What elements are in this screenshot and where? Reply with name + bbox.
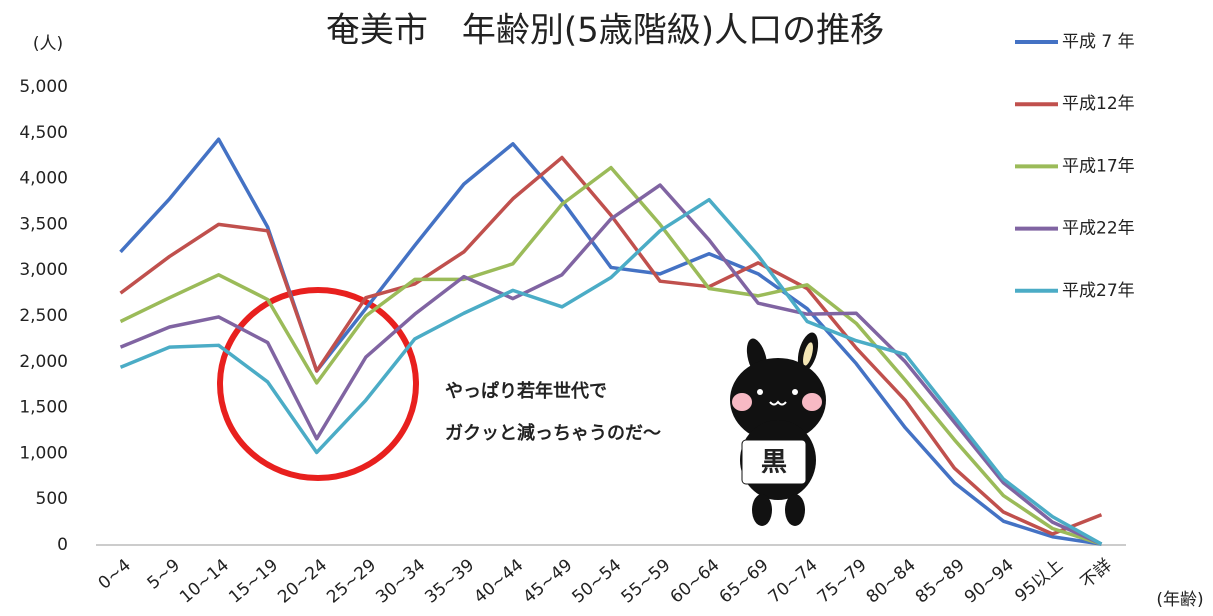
annotation: ガクッと減っちゃうのだ～ <box>445 422 661 444</box>
y-tick-label: 4,000 <box>19 169 68 189</box>
x-tick-label: 60~64 <box>667 555 724 607</box>
y-tick-label: 1,500 <box>19 398 68 418</box>
series-line <box>121 185 1102 544</box>
x-tick-label: 75~79 <box>814 555 871 607</box>
legend-label: 平成 7 年 <box>1062 32 1135 52</box>
x-tick-label: 55~59 <box>618 555 675 607</box>
x-tick-label: 90~94 <box>961 555 1018 607</box>
x-tick-label: 25~29 <box>323 555 380 607</box>
y-tick-label: 1,000 <box>19 443 68 463</box>
chart-title: 奄美市 年齢別(5歳階級)人口の推移 <box>326 11 884 51</box>
x-tick-label: 95以上 <box>1011 555 1066 606</box>
x-tick-label: 70~74 <box>765 555 822 607</box>
legend-label: 平成27年 <box>1062 281 1135 301</box>
mascot: 黒 <box>730 330 826 526</box>
y-tick-label: 5,000 <box>19 77 68 97</box>
legend-label: 平成22年 <box>1062 219 1135 239</box>
x-tick-label: 45~49 <box>519 555 576 607</box>
x-unit: (年齢) <box>1156 590 1203 610</box>
y-tick-label: 2,500 <box>19 306 68 326</box>
x-tick-label: 0~4 <box>95 555 135 593</box>
x-tick-label: 15~19 <box>225 555 282 607</box>
y-tick-label: 4,500 <box>19 123 68 143</box>
x-tick-label: 不詳 <box>1077 555 1116 592</box>
chart: 奄美市 年齢別(5歳階級)人口の推移 (人) (年齢) やっぱり若年世代で ガク… <box>0 0 1213 616</box>
x-tick-label: 80~84 <box>863 555 920 607</box>
y-tick-label: 2,000 <box>19 352 68 372</box>
x-tick-label: 50~54 <box>569 555 626 607</box>
x-tick-label: 65~69 <box>716 555 773 607</box>
y-tick-label: 500 <box>36 489 68 509</box>
mascot-label: 黒 <box>761 448 787 478</box>
x-tick-label: 35~39 <box>421 555 478 607</box>
x-tick-label: 5~9 <box>144 555 184 593</box>
y-tick-label: 3,500 <box>19 214 68 234</box>
x-tick-label: 10~14 <box>176 555 233 607</box>
x-tick-label: 30~34 <box>372 555 429 607</box>
y-unit: (人) <box>33 34 63 54</box>
annotation: やっぱり若年世代で <box>445 380 607 402</box>
y-tick-label: 0 <box>57 535 68 555</box>
x-tick-label: 85~89 <box>912 555 969 607</box>
y-tick-label: 3,000 <box>19 260 68 280</box>
legend-label: 平成17年 <box>1062 156 1135 176</box>
series-line <box>121 200 1102 544</box>
x-tick-label: 40~44 <box>470 555 527 607</box>
legend-label: 平成12年 <box>1062 94 1135 114</box>
x-tick-label: 20~24 <box>274 555 331 607</box>
